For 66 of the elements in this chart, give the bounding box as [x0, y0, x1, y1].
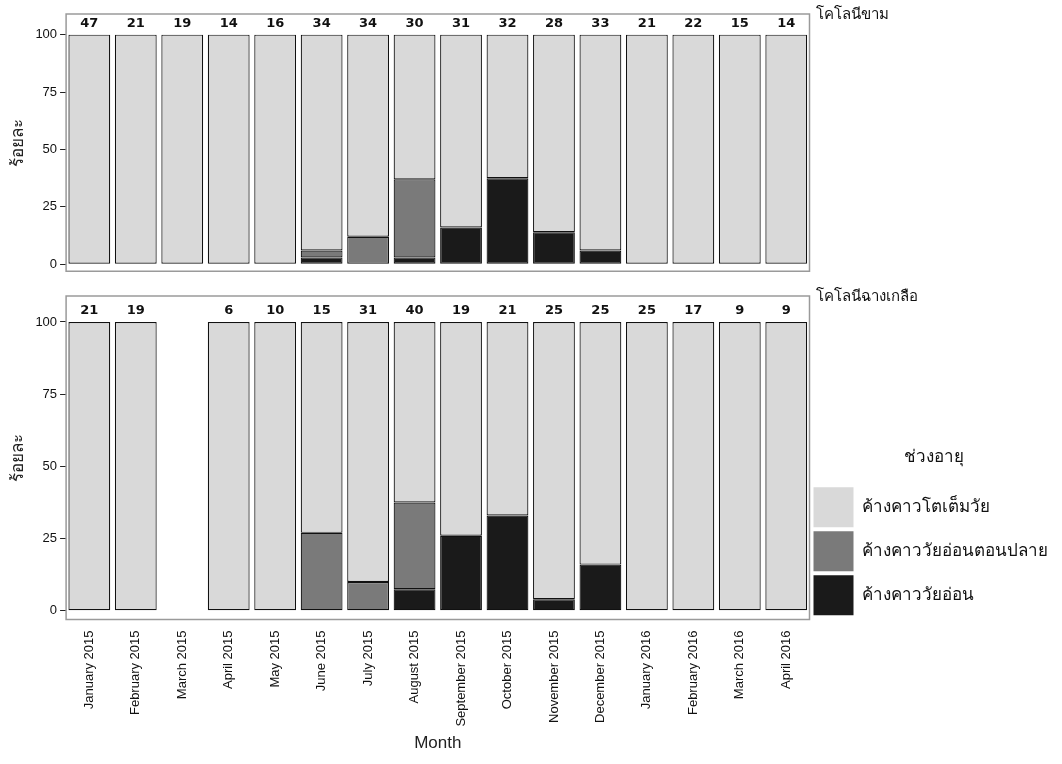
annotation: 15 [730, 15, 749, 31]
x-tick-label: March 2015 [173, 630, 189, 700]
y-tick-label: 25 [42, 198, 58, 214]
x-tick-label: May 2015 [266, 630, 282, 688]
annotation: 32 [498, 15, 517, 31]
x-tick-label: June 2015 [313, 630, 329, 692]
text: โคโลนีขาม [815, 4, 889, 25]
annotation: 30 [405, 15, 424, 31]
annotation: 6 [224, 302, 234, 318]
y-tick-label: 100 [35, 313, 58, 329]
annotation: 34 [312, 15, 331, 31]
y-tick-label: 100 [35, 26, 58, 42]
x-tick-label: September 2015 [452, 630, 468, 727]
x-tick-label: January 2016 [638, 630, 654, 710]
y-axis-title: ร้อยละ [7, 118, 27, 167]
legend-label: ค้างคาวโตเต็มวัย [862, 494, 990, 516]
annotation: 9 [781, 302, 791, 318]
y-tick-label: 50 [42, 141, 58, 157]
annotation: 34 [359, 15, 378, 31]
annotation: 40 [405, 302, 424, 318]
annotation: 21 [637, 15, 656, 31]
annotation: 19 [126, 302, 145, 318]
annotation: 28 [544, 15, 563, 31]
annotation: 22 [684, 15, 703, 31]
x-tick-label: November 2015 [545, 630, 561, 723]
legend-label: ค้างคาววัยอ่อนตอนปลาย [862, 540, 1048, 560]
annotation: 19 [451, 302, 471, 318]
annotation: 17 [684, 302, 703, 318]
y-tick-label: 75 [42, 385, 58, 401]
annotation: 14 [219, 15, 238, 31]
x-axis-title: Month [414, 733, 462, 753]
y-tick-label: 25 [42, 530, 58, 546]
annotation: 14 [777, 15, 796, 31]
x-tick-label: January 2015 [80, 630, 96, 710]
y-axis-title: ร้อยละ [7, 433, 27, 482]
annotation: 31 [451, 15, 471, 31]
annotation: 33 [591, 15, 610, 31]
x-tick-label: July 2015 [359, 630, 375, 687]
x-tick-label: March 2016 [731, 630, 747, 700]
annotation: 21 [126, 15, 145, 31]
y-tick-label: 50 [42, 457, 58, 473]
annotation: 25 [591, 302, 610, 318]
annotation: 21 [80, 302, 99, 318]
annotation: 25 [637, 302, 656, 318]
annotation: 21 [498, 302, 517, 318]
legend-title: ช่วงอายุ [903, 446, 964, 467]
annotation: 47 [80, 15, 99, 31]
annotation: 15 [312, 302, 331, 318]
x-tick-label: February 2015 [127, 630, 143, 716]
text: โคโลนีฉางเกลือ [815, 286, 918, 307]
x-tick-label: February 2016 [684, 630, 700, 716]
y-tick-label: 0 [49, 602, 58, 618]
x-tick-label: April 2016 [777, 630, 793, 690]
y-tick-label: 0 [49, 255, 58, 271]
x-tick-label: December 2015 [591, 630, 607, 723]
annotation: 16 [266, 15, 285, 31]
legend-label: ค้างคาววัยอ่อน [862, 584, 974, 604]
annotation: 19 [173, 15, 192, 31]
annotation: 10 [266, 302, 285, 318]
annotation: 31 [359, 302, 378, 318]
y-tick-label: 75 [42, 83, 58, 99]
annotation: 9 [735, 302, 745, 318]
annotation: 25 [544, 302, 563, 318]
x-tick-label: August 2015 [406, 630, 422, 704]
x-tick-label: October 2015 [499, 630, 515, 710]
x-tick-label: April 2015 [220, 630, 236, 690]
